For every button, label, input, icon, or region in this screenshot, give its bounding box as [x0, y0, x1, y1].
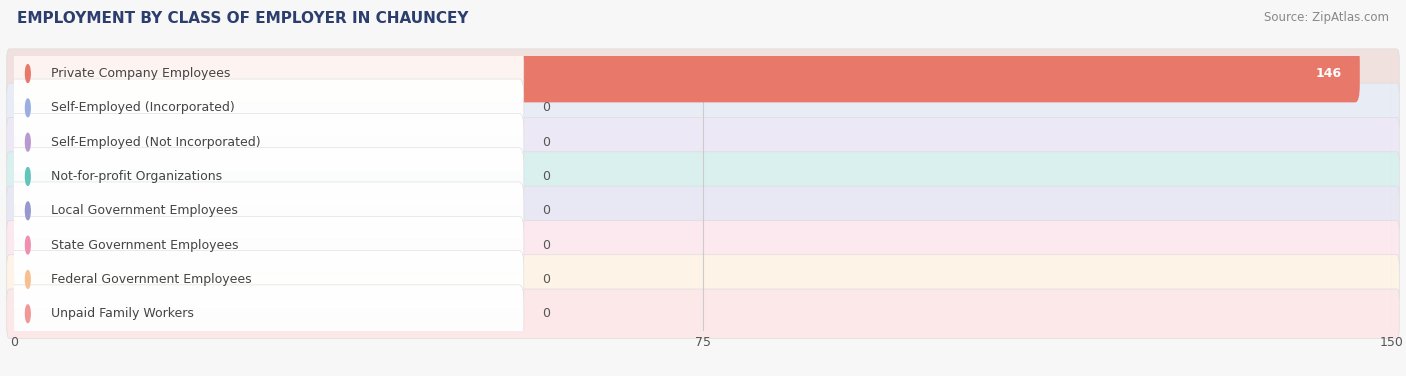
- FancyBboxPatch shape: [10, 79, 524, 137]
- Text: 0: 0: [543, 102, 550, 114]
- FancyBboxPatch shape: [10, 250, 524, 308]
- Text: State Government Employees: State Government Employees: [51, 239, 238, 252]
- FancyBboxPatch shape: [10, 285, 524, 343]
- FancyBboxPatch shape: [7, 117, 1399, 167]
- Text: 0: 0: [543, 136, 550, 149]
- FancyBboxPatch shape: [7, 186, 1399, 235]
- FancyBboxPatch shape: [7, 49, 1399, 98]
- FancyBboxPatch shape: [7, 220, 1399, 270]
- Text: 0: 0: [543, 204, 550, 217]
- Text: Source: ZipAtlas.com: Source: ZipAtlas.com: [1264, 11, 1389, 24]
- Text: Not-for-profit Organizations: Not-for-profit Organizations: [51, 170, 222, 183]
- FancyBboxPatch shape: [7, 152, 1399, 201]
- Circle shape: [25, 202, 30, 220]
- Circle shape: [25, 65, 30, 82]
- Circle shape: [25, 271, 30, 288]
- Text: 0: 0: [543, 170, 550, 183]
- Text: 146: 146: [1315, 67, 1341, 80]
- Text: Self-Employed (Not Incorporated): Self-Employed (Not Incorporated): [51, 136, 260, 149]
- Text: EMPLOYMENT BY CLASS OF EMPLOYER IN CHAUNCEY: EMPLOYMENT BY CLASS OF EMPLOYER IN CHAUN…: [17, 11, 468, 26]
- Circle shape: [25, 236, 30, 254]
- FancyBboxPatch shape: [10, 45, 1360, 102]
- Text: Federal Government Employees: Federal Government Employees: [51, 273, 252, 286]
- Text: 0: 0: [543, 239, 550, 252]
- Text: Private Company Employees: Private Company Employees: [51, 67, 231, 80]
- Text: 0: 0: [543, 307, 550, 320]
- Text: Unpaid Family Workers: Unpaid Family Workers: [51, 307, 194, 320]
- FancyBboxPatch shape: [7, 83, 1399, 133]
- Text: Self-Employed (Incorporated): Self-Employed (Incorporated): [51, 102, 235, 114]
- Circle shape: [25, 305, 30, 323]
- Circle shape: [25, 99, 30, 117]
- FancyBboxPatch shape: [10, 182, 524, 240]
- Circle shape: [25, 133, 30, 151]
- FancyBboxPatch shape: [10, 45, 524, 102]
- FancyBboxPatch shape: [7, 289, 1399, 338]
- Text: Local Government Employees: Local Government Employees: [51, 204, 238, 217]
- FancyBboxPatch shape: [7, 255, 1399, 304]
- FancyBboxPatch shape: [10, 148, 524, 205]
- Circle shape: [25, 168, 30, 185]
- Text: 0: 0: [543, 273, 550, 286]
- FancyBboxPatch shape: [10, 113, 524, 171]
- FancyBboxPatch shape: [10, 216, 524, 274]
